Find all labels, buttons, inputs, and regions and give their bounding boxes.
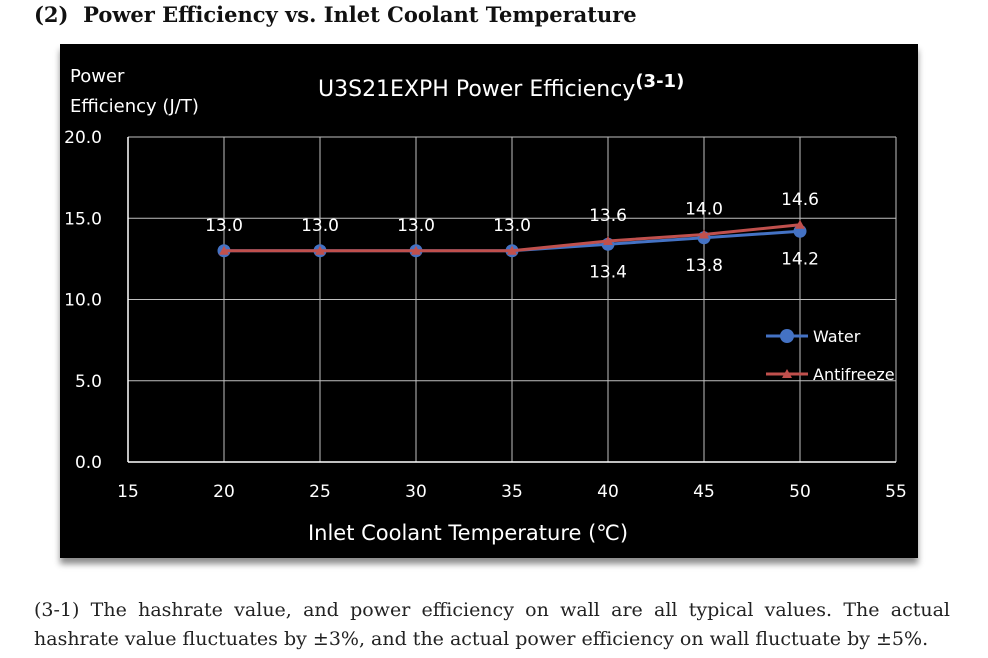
y-tick-label: 10.0 bbox=[64, 291, 102, 311]
data-label-water: 13.0 bbox=[205, 216, 243, 236]
data-label-water: 13.0 bbox=[397, 216, 435, 236]
legend-label: Antifreeze bbox=[813, 365, 895, 384]
x-tick-label: 45 bbox=[693, 482, 715, 502]
x-tick-label: 35 bbox=[501, 482, 523, 502]
data-label-antifreeze: 13.6 bbox=[589, 206, 627, 226]
data-point-antifreeze bbox=[411, 245, 421, 255]
data-point-antifreeze bbox=[219, 245, 229, 255]
y-tick-label: 15.0 bbox=[64, 209, 102, 229]
data-point-antifreeze bbox=[795, 219, 805, 229]
legend-item-antifreeze bbox=[766, 369, 808, 378]
data-point-antifreeze bbox=[315, 245, 325, 255]
chart-title-superscript: (3-1) bbox=[635, 71, 684, 92]
chart-panel: 15 20 25 30 35 40 45 50 55 0.0 5.0 10.0 15.0 20.0 U3S2… bbox=[60, 44, 918, 558]
section-heading: (2) Power Efficiency vs. Inlet Coolant T… bbox=[34, 2, 637, 27]
data-point-antifreeze bbox=[699, 229, 709, 239]
y-tick-label: 5.0 bbox=[75, 372, 102, 392]
data-label-water: 13.0 bbox=[301, 216, 339, 236]
x-tick-label: 20 bbox=[213, 482, 235, 502]
data-label-water: 14.2 bbox=[781, 249, 819, 269]
x-tick-label: 25 bbox=[309, 482, 331, 502]
x-tick-label: 30 bbox=[405, 482, 427, 502]
y-axis-label-line1: Power bbox=[70, 66, 125, 87]
y-tick-label: 0.0 bbox=[75, 453, 102, 473]
data-label-antifreeze: 14.0 bbox=[685, 200, 723, 220]
data-label-water: 13.0 bbox=[493, 216, 531, 236]
x-tick-label: 50 bbox=[789, 482, 811, 502]
data-point-antifreeze bbox=[507, 245, 517, 255]
chart-title: U3S21EXPH Power Efficiency(3-1) bbox=[318, 71, 684, 102]
legend-marker-triangle bbox=[782, 369, 792, 378]
legend-item-water bbox=[766, 329, 808, 343]
power-efficiency-chart: 15 20 25 30 35 40 45 50 55 0.0 5.0 10.0 15.0 20.0 U3S2… bbox=[64, 66, 907, 545]
x-tick-label: 15 bbox=[117, 482, 139, 502]
series-antifreeze bbox=[219, 219, 805, 255]
data-label-water: 13.8 bbox=[685, 256, 723, 276]
grid bbox=[127, 136, 897, 463]
footnote: (3-1) The hashrate value, and power effi… bbox=[34, 599, 950, 650]
legend bbox=[766, 329, 808, 378]
data-label-antifreeze: 14.6 bbox=[781, 190, 819, 210]
section-title: Power Efficiency vs. Inlet Coolant Tempe… bbox=[83, 2, 637, 27]
y-tick-label: 20.0 bbox=[64, 128, 102, 148]
legend-marker-circle bbox=[780, 329, 794, 343]
data-label-water: 13.4 bbox=[589, 262, 627, 282]
x-axis-label: Inlet Coolant Temperature (℃) bbox=[308, 521, 628, 545]
x-tick-label: 55 bbox=[885, 482, 907, 502]
y-axis-label-line2: Efficiency (J/T) bbox=[70, 96, 199, 117]
section-number: (2) bbox=[34, 2, 69, 27]
data-point-antifreeze bbox=[603, 236, 613, 245]
legend-label: Water bbox=[813, 327, 861, 346]
x-tick-label: 40 bbox=[597, 482, 619, 502]
